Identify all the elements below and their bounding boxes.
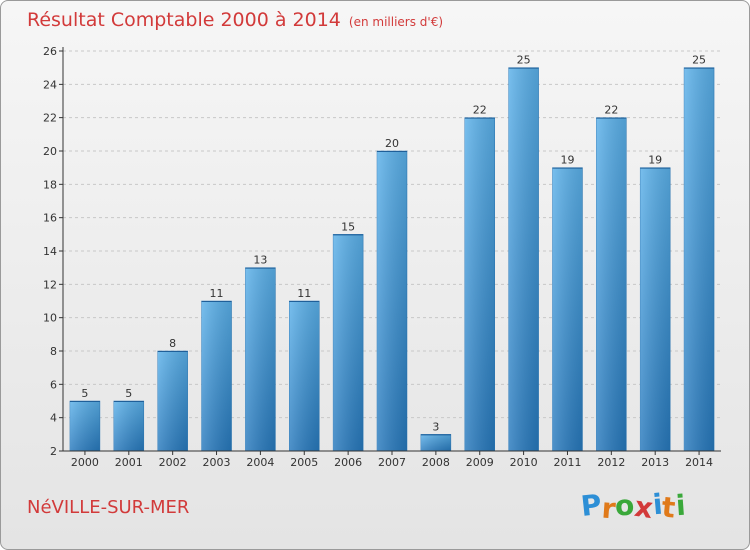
bar-shading: [245, 267, 276, 451]
data-label: 22: [604, 104, 618, 117]
chart-title-text: Résultat Comptable 2000 à 2014: [27, 9, 341, 31]
bar-shading: [420, 434, 451, 451]
x-tick-label: 2007: [378, 456, 406, 469]
x-tick-label: 2008: [422, 456, 450, 469]
y-tick-label: 20: [43, 145, 57, 158]
logo-letter: P: [579, 488, 604, 523]
data-label: 25: [692, 54, 706, 67]
y-tick-label: 24: [43, 78, 57, 91]
bar-shading: [201, 301, 232, 451]
bar-shading: [464, 117, 495, 452]
y-tick-label: 22: [43, 112, 57, 125]
y-tick-label: 8: [50, 345, 57, 358]
logo-letter: i: [674, 488, 687, 523]
bar-shading: [113, 401, 144, 451]
bar-shading: [552, 167, 583, 451]
x-tick-label: 2013: [641, 456, 669, 469]
bar-shading: [69, 401, 100, 451]
bar-shading: [684, 67, 715, 452]
x-tick-label: 2012: [597, 456, 625, 469]
y-tick-label: 6: [50, 378, 57, 391]
data-label: 8: [169, 337, 176, 350]
commune-name: NéVILLE-SUR-MER: [27, 497, 190, 518]
x-tick-label: 2001: [115, 456, 143, 469]
data-label: 22: [473, 104, 487, 117]
chart-title: Résultat Comptable 2000 à 2014 (en millie…: [27, 9, 443, 31]
y-tick-label: 18: [43, 178, 57, 191]
data-label: 5: [81, 387, 88, 400]
x-tick-label: 2010: [510, 456, 538, 469]
proxiti-logo: Proxiti: [579, 488, 687, 526]
x-tick-label: 2014: [685, 456, 713, 469]
bar-shading: [377, 151, 407, 451]
data-label: 19: [560, 154, 574, 167]
bar-shading: [596, 117, 627, 452]
y-tick-label: 12: [43, 278, 57, 291]
y-tick-label: 10: [43, 312, 57, 325]
y-tick-label: 2: [50, 445, 57, 458]
y-tick-label: 26: [43, 45, 57, 58]
bar-shading: [289, 301, 320, 451]
data-label: 3: [432, 420, 439, 433]
y-tick-label: 16: [43, 212, 57, 225]
data-label: 5: [125, 387, 132, 400]
data-label: 19: [648, 154, 662, 167]
x-tick-label: 2000: [71, 456, 99, 469]
bar-shading: [157, 351, 188, 451]
y-tick-label: 14: [43, 245, 57, 258]
data-label: 11: [297, 287, 311, 300]
x-tick-label: 2004: [246, 456, 274, 469]
data-label: 20: [385, 137, 399, 150]
x-tick-label: 2002: [159, 456, 187, 469]
bar-shading: [333, 234, 364, 451]
x-tick-label: 2009: [466, 456, 494, 469]
bar-shading: [640, 167, 671, 451]
bar-shading: [508, 67, 539, 452]
x-tick-label: 2011: [553, 456, 581, 469]
x-tick-label: 2003: [203, 456, 231, 469]
chart-subtitle: (en milliers d'€): [348, 15, 444, 29]
y-tick-label: 4: [50, 412, 57, 425]
data-label: 11: [210, 287, 224, 300]
data-label: 13: [253, 254, 267, 267]
x-tick-label: 2006: [334, 456, 362, 469]
data-label: 15: [341, 220, 355, 233]
x-tick-label: 2005: [290, 456, 318, 469]
data-label: 25: [517, 54, 531, 67]
